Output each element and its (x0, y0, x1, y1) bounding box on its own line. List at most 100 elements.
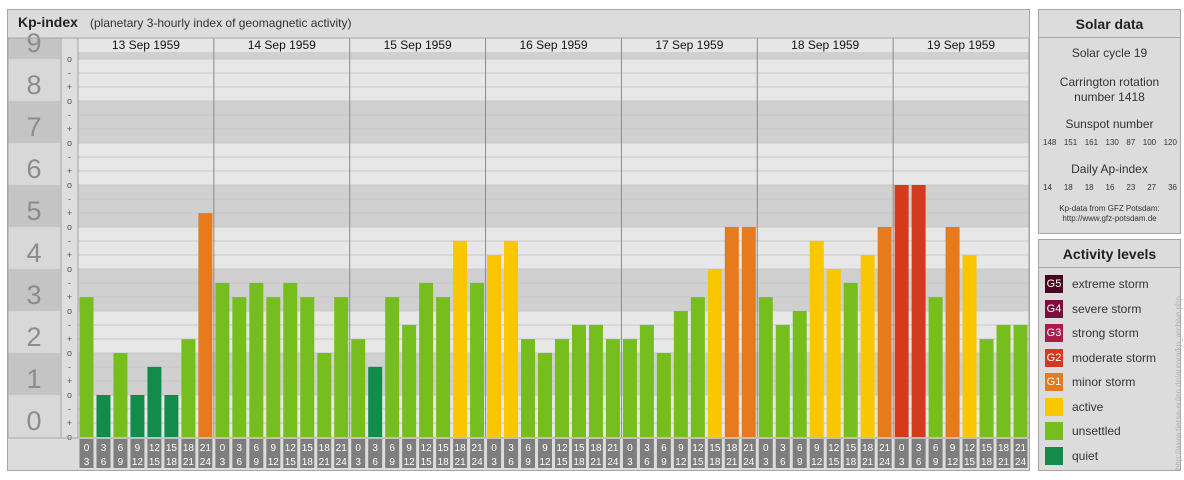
interval-start-label: 21 (336, 443, 348, 454)
interval-start-label: 18 (455, 443, 467, 454)
minor-tick-label: + (67, 334, 72, 344)
interval-cell (79, 439, 94, 468)
interval-start-label: 18 (590, 443, 602, 454)
interval-start-label: 9 (542, 443, 548, 454)
interval-cell (334, 439, 349, 468)
interval-end-label: 12 (268, 457, 280, 468)
interval-cell (198, 439, 213, 468)
ap-value-3: 18 (1084, 183, 1094, 192)
kp-bar (521, 339, 536, 437)
ap-values: 14 18 18 16 23 27 36 (1043, 183, 1177, 192)
interval-cell (147, 439, 162, 468)
legend-swatch (1045, 397, 1063, 416)
interval-start-label: 6 (661, 443, 667, 454)
kp-bar (707, 269, 722, 437)
interval-end-label: 3 (899, 457, 905, 468)
y-label-band-4 (8, 227, 60, 269)
kp-bar (79, 297, 94, 437)
interval-start-label: 21 (200, 443, 212, 454)
interval-cell (368, 439, 383, 468)
legend-swatch: G5 (1045, 275, 1063, 293)
kp-bar (453, 240, 468, 437)
interval-end-label: 24 (200, 457, 212, 468)
ap-value-5: 23 (1126, 183, 1136, 192)
interval-end-label: 24 (472, 457, 484, 468)
interval-cell (605, 439, 620, 468)
solar-cycle: Solar cycle 19 (1071, 46, 1148, 60)
kp-bar (538, 353, 552, 437)
legend-label: active (1072, 399, 1104, 414)
kp-bar (860, 255, 875, 437)
interval-cell (758, 439, 773, 468)
minor-tick-label: - (68, 320, 71, 330)
minor-tick-label: - (68, 68, 71, 78)
minor-tick-label: o (67, 180, 72, 190)
interval-cell (673, 439, 688, 468)
interval-end-label: 6 (237, 457, 243, 468)
interval-end-label: 6 (101, 457, 107, 468)
interval-end-label: 9 (661, 457, 667, 468)
sunspot-value-1: 148 (1043, 138, 1057, 147)
date-label: 15 Sep 1959 (384, 38, 452, 52)
ap-value-6: 27 (1147, 183, 1157, 192)
minor-tick-label: o (67, 306, 72, 316)
interval-cell (96, 439, 111, 468)
legend-label: moderate storm (1072, 350, 1157, 365)
interval-cell (470, 439, 485, 468)
interval-start-label: 0 (627, 443, 633, 454)
kp-bar (385, 297, 400, 437)
interval-start-label: 12 (149, 443, 161, 454)
y-band-8 (78, 59, 1029, 101)
minor-tick-label: o (67, 222, 72, 232)
interval-cell (809, 439, 824, 468)
interval-cell (877, 439, 892, 468)
interval-cell (724, 439, 739, 468)
interval-end-label: 6 (916, 457, 922, 468)
interval-cell (860, 439, 875, 468)
interval-start-label: 21 (879, 443, 891, 454)
interval-start-label: 15 (166, 443, 178, 454)
y-label-band-2 (8, 311, 60, 353)
interval-start-label: 15 (845, 443, 857, 454)
chart-title-bar: Kp-index (planetary 3-hourly index of ge… (8, 10, 1029, 35)
interval-cell (113, 439, 128, 468)
interval-end-label: 15 (285, 457, 297, 468)
interval-end-label: 12 (675, 457, 687, 468)
interval-cell (707, 439, 722, 468)
interval-start-label: 12 (556, 443, 568, 454)
interval-start-label: 21 (1015, 443, 1027, 454)
activity-levels-header: Activity levels (1039, 240, 1180, 268)
interval-end-label: 9 (389, 457, 395, 468)
ap-value-2: 18 (1063, 183, 1073, 192)
kp-bar (639, 324, 654, 437)
sunspot-value-6: 100 (1142, 138, 1157, 147)
kp-bar (419, 282, 434, 437)
interval-start-label: 6 (389, 443, 395, 454)
interval-start-label: 21 (472, 443, 484, 454)
y-axis-label: 7 (26, 112, 41, 142)
interval-cell (843, 439, 858, 468)
interval-start-label: 18 (183, 443, 195, 454)
minor-tick-label: o (67, 96, 72, 106)
interval-start-label: 3 (916, 443, 922, 454)
kp-bar (809, 240, 824, 437)
kp-bar (113, 353, 128, 437)
kp-bar (283, 282, 298, 437)
kp-bar (588, 324, 603, 437)
kp-bar (215, 282, 230, 437)
interval-end-label: 18 (981, 457, 993, 468)
minor-tick-label: + (67, 250, 72, 260)
interval-start-label: 9 (814, 443, 820, 454)
kp-bar (181, 339, 196, 437)
interval-start-label: 18 (319, 443, 331, 454)
chart-title: Kp-index (18, 14, 78, 30)
interval-end-label: 12 (539, 457, 551, 468)
legend-label: extreme storm (1072, 277, 1149, 291)
interval-cell (419, 439, 434, 468)
interval-end-label: 3 (763, 457, 769, 468)
interval-end-label: 9 (797, 457, 803, 468)
interval-start-label: 12 (285, 443, 297, 454)
interval-end-label: 3 (491, 457, 497, 468)
y-band-6 (78, 143, 1029, 185)
interval-start-label: 15 (573, 443, 585, 454)
